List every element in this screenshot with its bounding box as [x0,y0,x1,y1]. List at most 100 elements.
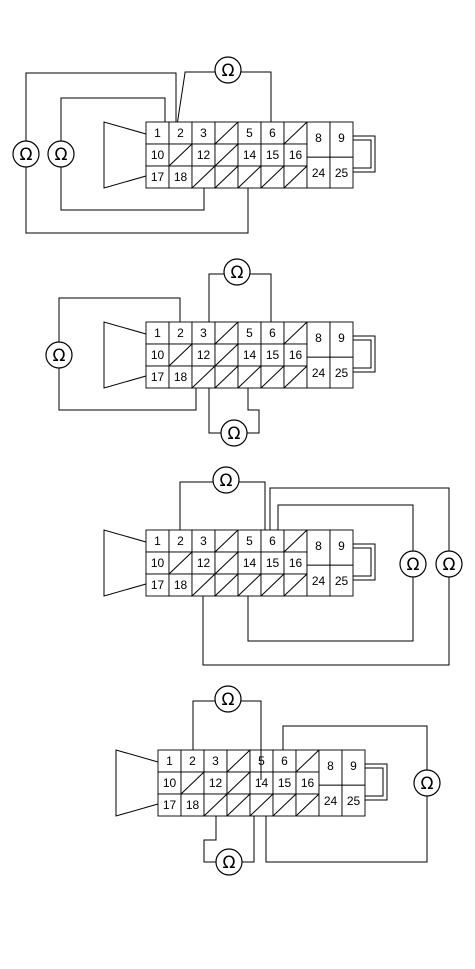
blank-cell-slash [260,365,285,389]
terminal-label: 17 [163,798,177,812]
ohmmeter-symbol: Ω [53,346,66,366]
terminal-label: 6 [281,754,288,768]
terminal-label: 24 [324,794,338,808]
terminal-label: 8 [327,759,334,773]
jumper-9-25 [353,547,372,577]
terminal-label: 18 [174,578,188,592]
blank-cell-slash [283,573,308,597]
ohmmeter: Ω [45,341,73,369]
wire [239,481,266,530]
ohmmeter-symbol: Ω [55,145,68,165]
ohmmeter: Ω [413,769,441,797]
wire [208,388,221,434]
terminal-label: 6 [269,126,276,140]
ohmmeter-circle [214,56,242,84]
blank-cell-slash [214,121,239,145]
terminal-label: 10 [151,148,165,162]
blank-cell-slash [226,793,251,817]
terminal-label: 10 [151,348,165,362]
connector-cell [329,356,354,389]
terminal-label: 12 [197,556,211,570]
blank-cell-slash [214,321,239,345]
wire [250,273,272,322]
connector-plug [103,529,147,597]
wire [282,725,428,770]
terminal-label: 5 [246,326,253,340]
terminal-label: 17 [151,578,165,592]
terminal-label: 2 [189,754,196,768]
connector-plug [103,121,147,189]
terminal-label: 9 [338,539,345,553]
terminal-label: 2 [177,126,184,140]
terminal-label: 5 [246,126,253,140]
connector-cell [329,564,354,597]
blank-cell-slash [168,343,193,367]
wire [60,97,166,141]
blank-cell-slash [214,573,239,597]
terminal-label: 16 [301,776,315,790]
ohmmeter-symbol: Ω [222,690,235,710]
terminal-label: 16 [289,148,303,162]
terminal-label: 1 [154,326,161,340]
blank-cell-slash [237,165,262,189]
ohmmeter-symbol: Ω [421,774,434,794]
terminal-label: 25 [347,794,361,808]
wire [208,273,224,322]
wire [265,796,428,863]
terminal-label: 25 [335,366,349,380]
terminal-label: 5 [258,754,265,768]
wire [179,481,213,530]
blank-cell-slash [283,165,308,189]
terminal-label: 9 [350,759,357,773]
terminal-label: 3 [212,754,219,768]
connector-plug [115,749,159,817]
terminal-label: 6 [269,534,276,548]
connector-cell [341,784,366,817]
ohmmeter-circle [214,685,242,713]
wire [58,368,197,411]
ohmmeter-symbol: Ω [220,471,233,491]
wire [177,71,215,123]
ohmmeter: Ω [214,56,242,84]
ohmmeter-symbol: Ω [222,61,235,81]
terminal-label: 15 [278,776,292,790]
blank-cell-slash [237,365,262,389]
ohmmeter-symbol: Ω [223,853,236,873]
terminal-label: 18 [174,370,188,384]
jumper-9-25 [353,543,376,581]
terminal-label: 25 [335,574,349,588]
wire [25,167,249,234]
wire [241,71,272,122]
jumper-9-25 [365,763,388,801]
blank-cell-slash [260,165,285,189]
blank-cell-slash [283,321,308,345]
jumper-9-25 [353,139,372,169]
wire [202,577,450,666]
blank-cell-slash [214,551,239,575]
blank-cell-slash [295,749,320,773]
blank-cell-slash [191,165,216,189]
terminal-label: 14 [243,556,257,570]
jumper-9-25 [365,767,384,797]
terminal-label: 16 [289,556,303,570]
terminal-label: 24 [312,574,326,588]
wire [241,700,262,780]
blank-cell-slash [214,143,239,167]
ohmmeter: Ω [212,466,240,494]
terminal-label: 25 [335,166,349,180]
blank-cell-slash [214,365,239,389]
terminal-label: 17 [151,170,165,184]
connector-plug [103,321,147,389]
terminal-label: 16 [289,348,303,362]
terminal-label: 14 [243,348,257,362]
blank-cell-slash [260,573,285,597]
blank-cell-slash [214,165,239,189]
terminal-label: 3 [200,534,207,548]
terminal-label: 14 [255,776,269,790]
blank-cell-slash [283,365,308,389]
terminal-label: 10 [151,556,165,570]
